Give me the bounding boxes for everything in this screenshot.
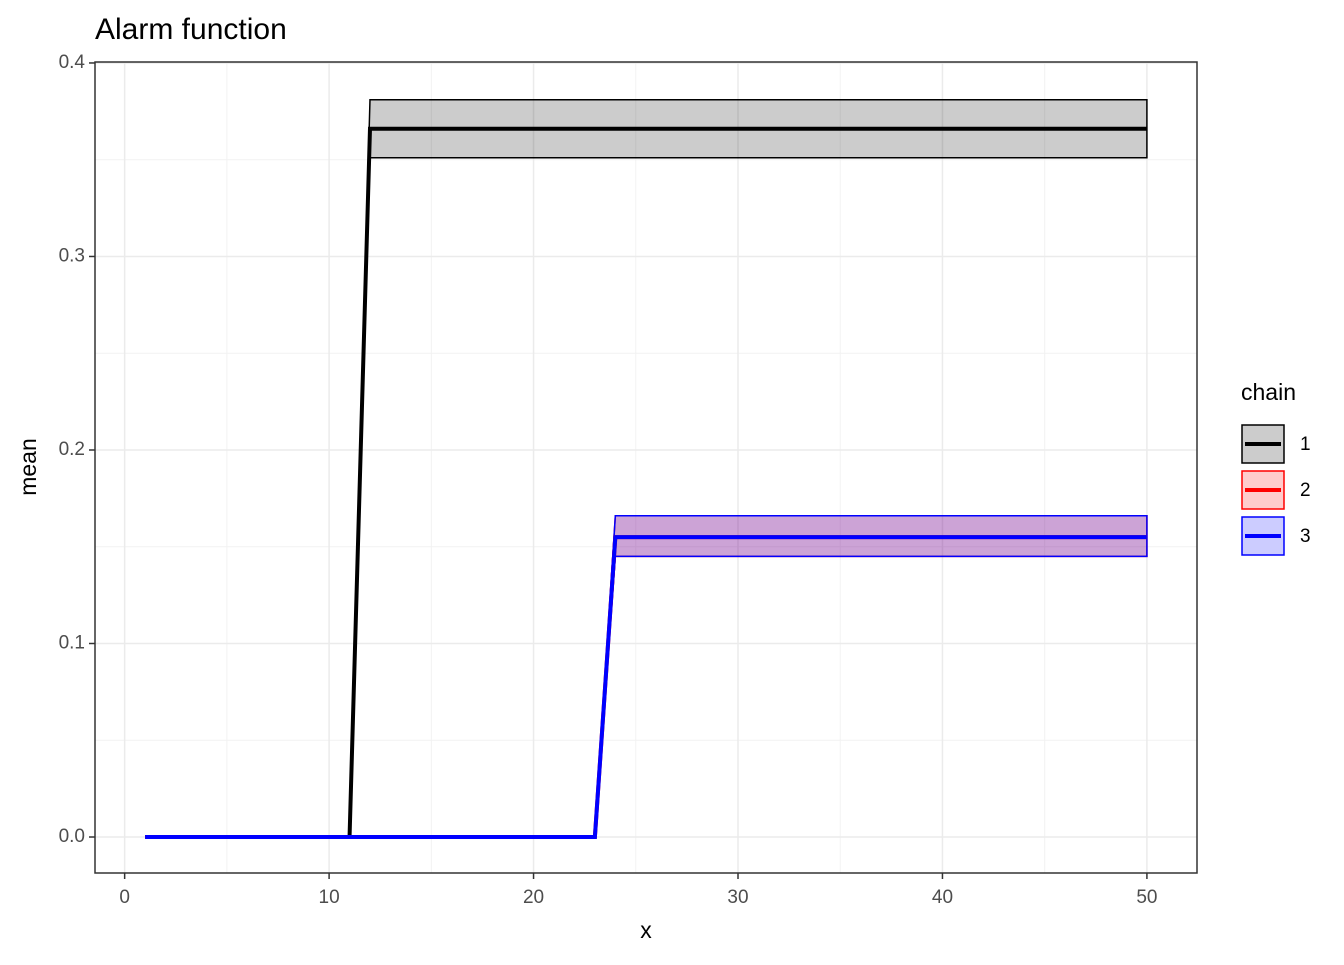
x-tick-label: 0 (119, 887, 130, 908)
legend-title: chain (1241, 379, 1296, 405)
x-axis-label: x (640, 917, 652, 943)
legend-label: 2 (1300, 480, 1311, 501)
panel-border (94, 61, 1198, 874)
chart-title: Alarm function (95, 13, 287, 46)
y-tick-label: 0.3 (59, 245, 85, 266)
y-axis-label: mean (15, 438, 41, 496)
x-tick-label: 50 (1136, 887, 1157, 908)
y-tick-label: 0.4 (59, 52, 86, 73)
y-tick-label: 0.0 (59, 826, 85, 847)
line (145, 535, 1147, 840)
x-tick-label: 30 (727, 887, 748, 908)
y-tick-label: 0.2 (59, 439, 85, 460)
x-tick-label: 40 (932, 887, 953, 908)
legend-label: 3 (1300, 526, 1311, 547)
x-tick-label: 10 (319, 887, 340, 908)
legend-label: 1 (1300, 434, 1311, 455)
y-tick-label: 0.1 (59, 633, 85, 654)
x-tick-label: 20 (523, 887, 544, 908)
